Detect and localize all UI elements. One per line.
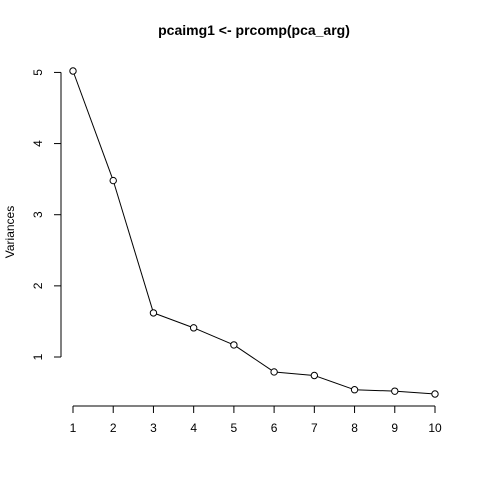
- x-tick-label: 3: [150, 421, 157, 435]
- y-tick-label: 3: [31, 211, 45, 218]
- series-line-segment: [74, 74, 112, 178]
- data-point: [351, 387, 357, 393]
- y-axis-label: Variances: [3, 206, 17, 258]
- chart-title: pcaimg1 <- prcomp(pca_arg): [158, 22, 350, 38]
- variance-series: [70, 68, 438, 397]
- data-point: [432, 391, 438, 397]
- y-tick-label: 5: [31, 69, 45, 76]
- x-tick-label: 4: [190, 421, 197, 435]
- data-point: [392, 388, 398, 394]
- data-point: [70, 68, 76, 74]
- series-line-segment: [197, 329, 231, 344]
- x-tick-label: 7: [311, 421, 318, 435]
- data-point: [150, 310, 156, 316]
- x-tick-label: 5: [231, 421, 238, 435]
- y-tick-label: 4: [31, 140, 45, 147]
- x-axis: 1 2 3 4 5 6 7 8 9 10: [70, 406, 442, 435]
- x-tick-label: 1: [70, 421, 77, 435]
- data-point: [231, 342, 237, 348]
- data-point: [271, 369, 277, 375]
- series-line-segment: [277, 372, 311, 375]
- x-tick-label: 9: [391, 421, 398, 435]
- series-line-segment: [156, 314, 190, 327]
- data-point: [110, 177, 116, 183]
- x-tick-label: 10: [428, 421, 442, 435]
- series-line-segment: [398, 391, 432, 393]
- x-tick-label: 2: [110, 421, 117, 435]
- data-point: [190, 325, 196, 331]
- data-point: [311, 372, 317, 378]
- series-line-segment: [114, 184, 152, 310]
- x-tick-label: 6: [271, 421, 278, 435]
- series-line-segment: [358, 390, 392, 391]
- series-line-segment: [237, 347, 272, 370]
- x-tick-label: 8: [351, 421, 358, 435]
- series-line-segment: [317, 377, 351, 389]
- y-tick-label: 1: [31, 353, 45, 360]
- y-axis: 1 2 3 4 5: [31, 69, 61, 361]
- y-tick-label: 2: [31, 282, 45, 289]
